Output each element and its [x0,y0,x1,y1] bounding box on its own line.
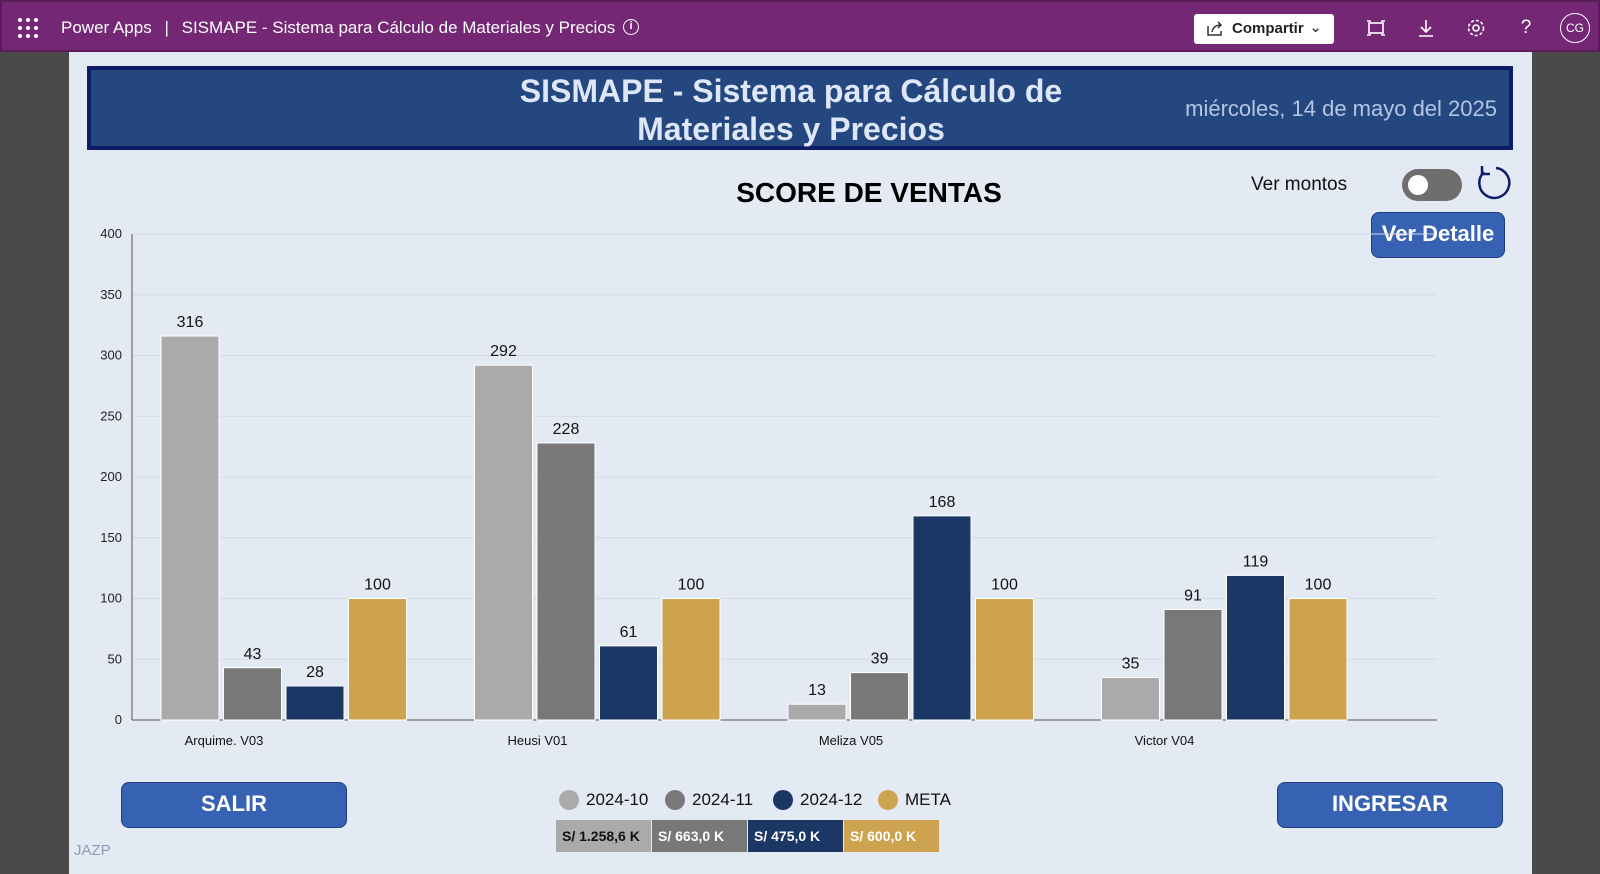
legend-swatch [559,790,579,810]
help-icon[interactable]: ? [1520,17,1532,38]
salir-button[interactable]: SALIR [121,782,347,828]
bar [285,685,345,721]
data-label: 91 [1184,587,1202,604]
page-title: SISMAPE - Sistema para Cálculo de Materi… [519,73,1063,147]
x-tick-label: Meliza V05 [819,733,883,748]
bar [850,672,909,721]
y-tick-label: 300 [100,348,122,363]
bar-chart: 0 50 100 150 200 250 300 350 400 316 43 28 100 Arquim… [100,226,1437,748]
bar [912,515,972,721]
x-tick-label: Victor V04 [1135,733,1195,748]
legend-swatch [773,790,793,810]
bar [1288,598,1348,721]
app-launcher-icon[interactable] [18,18,38,38]
data-label: 100 [678,577,705,594]
toggle-knob [1408,175,1428,195]
ver-montos-toggle[interactable] [1402,169,1462,201]
chart-title: SCORE DE VENTAS [736,177,1002,208]
y-tick-label: 200 [100,469,122,484]
x-tick-label: Arquime. V03 [185,733,264,748]
x-tick-label: Heusi V01 [508,733,568,748]
breadcrumb-separator: | [164,18,169,37]
total-amount-box: S/ 600,0 K [844,820,939,852]
legend-swatch [878,790,898,810]
bar [160,335,220,721]
bar [661,598,721,721]
legend-label: 2024-11 [692,790,754,809]
y-tick-label: 150 [100,530,122,545]
legend-swatch [665,790,685,810]
data-label: 316 [177,314,204,331]
bar [1226,574,1285,721]
app-name: SISMAPE - Sistema para Cálculo de Materi… [181,18,616,37]
legend-label: 2024-12 [800,790,863,809]
data-label: 228 [553,421,580,438]
legend-label: META [905,790,951,809]
bar [474,364,533,721]
y-tick-label: 100 [100,591,122,606]
data-label: 292 [490,343,517,360]
bar [787,703,847,721]
data-label: 61 [620,624,638,641]
data-label: 119 [1243,553,1269,570]
data-label: 13 [808,682,826,699]
chevron-down-icon: ⌄ [1309,19,1322,36]
share-icon [1207,21,1223,36]
app-canvas: SISMAPE - Sistema para Cálculo de Materi… [69,52,1532,874]
data-label: 35 [1122,655,1140,672]
y-tick-label: 250 [100,408,122,423]
product-name[interactable]: Power Apps [61,18,152,37]
fit-screen-icon[interactable] [1364,16,1388,40]
bar [536,442,596,721]
info-icon[interactable]: i [623,19,639,35]
data-label: 100 [1305,577,1332,594]
bar [223,667,282,721]
current-date: miércoles, 14 de mayo del 2025 [1185,96,1497,121]
powerapps-topbar: Power Apps | SISMAPE - Sistema para Cálc… [0,0,1600,52]
total-amount-box: S/ 1.258,6 K [556,820,651,852]
author-signature: JAZP [74,842,111,859]
data-label: 28 [306,664,324,681]
bar [975,598,1034,721]
y-tick-label: 400 [100,226,122,241]
bar [1101,676,1160,721]
share-label: Compartir [1232,20,1304,37]
data-label: 100 [991,577,1018,594]
data-label: 100 [364,577,391,594]
bar [348,598,407,721]
avatar[interactable]: CG [1560,13,1590,43]
legend-label: 2024-10 [586,790,649,809]
share-button[interactable]: Compartir ⌄ [1194,14,1334,44]
total-amount-box: S/ 663,0 K [652,820,747,852]
data-label: 168 [929,494,956,511]
ver-montos-label: Ver montos [1251,174,1348,195]
y-tick-label: 0 [115,712,122,727]
y-tick-label: 50 [108,651,122,666]
header-banner: SISMAPE - Sistema para Cálculo de Materi… [87,66,1513,150]
bar [1163,608,1223,721]
data-label: 39 [871,651,889,668]
app-breadcrumb: Power Apps | SISMAPE - Sistema para Cálc… [61,18,615,38]
ingresar-button[interactable]: INGRESAR [1277,782,1503,828]
data-label: 43 [244,646,262,663]
download-icon[interactable] [1414,16,1438,40]
bar [599,645,658,721]
refresh-icon[interactable] [1474,164,1512,202]
total-amount-box: S/ 475,0 K [748,820,843,852]
gear-icon[interactable] [1464,16,1488,40]
y-tick-label: 350 [100,287,122,302]
